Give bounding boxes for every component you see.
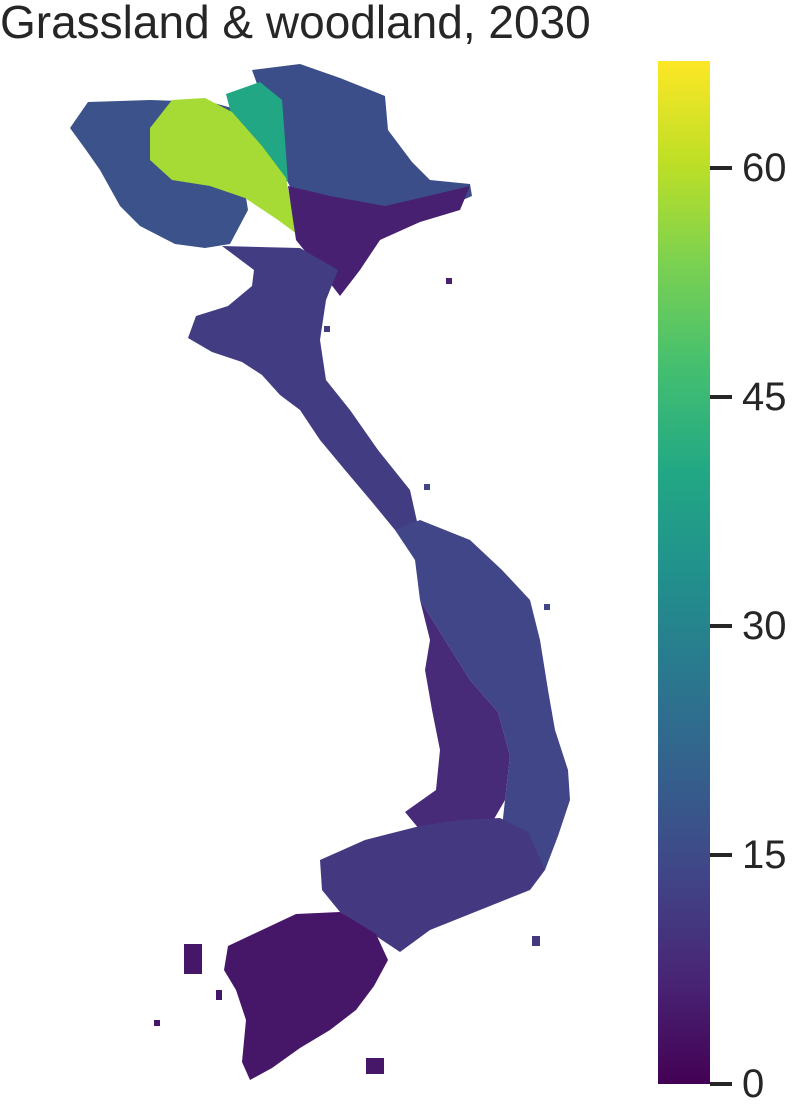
region-central-coast [395, 520, 570, 880]
region-north-central-highland [226, 82, 288, 182]
island-dot [216, 990, 222, 1000]
colorbar-tick [710, 165, 732, 170]
island-dot [446, 278, 452, 284]
colorbar-tick [710, 1082, 732, 1086]
colorbar-tick [710, 394, 732, 399]
island-dot [366, 1058, 384, 1074]
colorbar-tick-label: 60 [742, 145, 787, 190]
colorbar-tick-label: 45 [742, 374, 787, 419]
region-central-highlands [405, 600, 510, 840]
region-mekong-delta [224, 912, 388, 1080]
chart-title: Grassland & woodland, 2030 [0, 0, 591, 48]
colorbar-tick-label: 30 [742, 603, 787, 648]
colorbar-tick-label: 15 [742, 832, 787, 877]
island-dot [424, 484, 430, 490]
island-dot [154, 1020, 160, 1026]
island-dot [544, 604, 550, 610]
colorbar-tick-label: 0 [742, 1062, 765, 1106]
island-dot [324, 326, 330, 332]
region-north-central-coast [188, 246, 418, 530]
colorbar-tick [710, 852, 732, 857]
colorbar-gradient [658, 61, 710, 1084]
region-southeast [320, 818, 545, 952]
region-northeast [252, 64, 472, 232]
island-dot [532, 936, 540, 946]
island-dot [184, 944, 202, 974]
colorbar-tick [710, 623, 732, 628]
region-northwest-bright-band [150, 98, 318, 240]
